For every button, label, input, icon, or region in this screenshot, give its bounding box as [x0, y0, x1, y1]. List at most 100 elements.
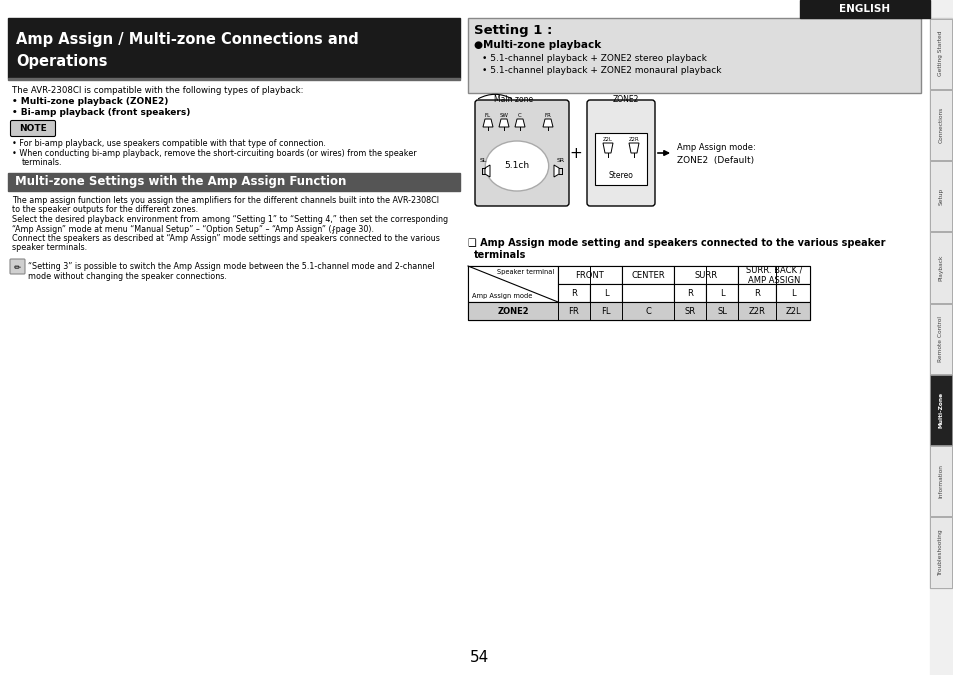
Bar	[929, 18, 951, 88]
Bar	[589, 284, 621, 302]
Text: Getting Started: Getting Started	[938, 31, 943, 76]
Text: Playback: Playback	[938, 254, 943, 281]
Text: ZONE2  (Default): ZONE2 (Default)	[677, 156, 753, 165]
Polygon shape	[628, 143, 639, 153]
Text: Setting 1 :: Setting 1 :	[474, 24, 552, 37]
FancyBboxPatch shape	[10, 121, 55, 136]
Text: terminals: terminals	[474, 250, 526, 260]
Text: L: L	[603, 288, 608, 298]
Bar	[8, 18, 459, 78]
Bar	[468, 266, 558, 302]
Text: Operations: Operations	[16, 54, 108, 69]
Text: to the speaker outputs for the different zones.: to the speaker outputs for the different…	[12, 205, 198, 215]
Bar	[929, 161, 951, 232]
Bar	[621, 284, 673, 302]
Polygon shape	[542, 119, 553, 127]
Text: Z2R: Z2R	[628, 137, 639, 142]
Text: Multi-Zone: Multi-Zone	[938, 392, 943, 428]
Text: The AVR-2308CI is compatible with the following types of playback:: The AVR-2308CI is compatible with the fo…	[12, 86, 303, 95]
Bar	[468, 18, 920, 93]
Text: Select the desired playback environment from among “Setting 1” to “Setting 4,” t: Select the desired playback environment …	[12, 215, 448, 224]
Text: terminals.: terminals.	[22, 158, 63, 167]
Text: ●Multi-zone playback: ●Multi-zone playback	[474, 40, 600, 50]
Text: ENGLISH: ENGLISH	[839, 4, 890, 14]
Text: • Multi-zone playback (ZONE2): • Multi-zone playback (ZONE2)	[12, 97, 168, 106]
Text: FL: FL	[484, 113, 491, 118]
Bar	[738, 284, 775, 302]
Text: Connections: Connections	[938, 107, 943, 143]
Bar	[929, 446, 951, 516]
Text: Troubleshooting: Troubleshooting	[938, 529, 943, 576]
Bar	[8, 173, 459, 191]
Text: L: L	[719, 288, 723, 298]
Bar	[8, 78, 459, 80]
Text: • When conducting bi-amp playback, remove the short-circuiting boards (or wires): • When conducting bi-amp playback, remov…	[12, 149, 416, 158]
Text: C: C	[517, 113, 521, 118]
Polygon shape	[498, 119, 509, 127]
Text: ❑ Amp Assign mode setting and speakers connected to the various speaker: ❑ Amp Assign mode setting and speakers c…	[468, 238, 884, 248]
Bar	[929, 517, 951, 587]
FancyBboxPatch shape	[10, 259, 25, 274]
Text: • For bi-amp playback, use speakers compatible with that type of connection.: • For bi-amp playback, use speakers comp…	[12, 139, 326, 148]
Bar	[738, 266, 809, 284]
Bar	[673, 266, 738, 284]
Bar	[558, 284, 589, 302]
Ellipse shape	[485, 141, 548, 191]
Text: speaker terminals.: speaker terminals.	[12, 244, 87, 252]
Polygon shape	[484, 165, 490, 177]
Text: NOTE: NOTE	[19, 124, 47, 133]
Text: “Setting 3” is possible to switch the Amp Assign mode between the 5.1-channel mo: “Setting 3” is possible to switch the Am…	[28, 262, 434, 271]
Text: SR: SR	[557, 159, 564, 163]
Text: R: R	[753, 288, 760, 298]
Bar	[929, 304, 951, 374]
Bar	[800, 0, 929, 18]
Text: SURR. BACK /
AMP ASSIGN: SURR. BACK / AMP ASSIGN	[745, 265, 801, 285]
Text: Setup: Setup	[938, 188, 943, 205]
FancyBboxPatch shape	[475, 100, 568, 206]
Text: 5.1ch: 5.1ch	[504, 161, 529, 171]
Text: • 5.1-channel playback + ZONE2 monaural playback: • 5.1-channel playback + ZONE2 monaural …	[481, 66, 720, 75]
Text: FRONT: FRONT	[575, 271, 604, 279]
Text: mode without changing the speaker connections.: mode without changing the speaker connec…	[28, 272, 227, 281]
Bar	[929, 0, 953, 675]
Bar	[775, 284, 809, 302]
Text: +: +	[569, 146, 581, 161]
Polygon shape	[554, 165, 558, 177]
Text: R: R	[686, 288, 692, 298]
Text: CENTER: CENTER	[631, 271, 664, 279]
Text: • 5.1-channel playback + ZONE2 stereo playback: • 5.1-channel playback + ZONE2 stereo pl…	[481, 54, 706, 63]
Text: SW: SW	[499, 113, 508, 118]
Text: SURR: SURR	[694, 271, 717, 279]
Text: Z2L: Z2L	[784, 306, 800, 315]
Text: Stereo: Stereo	[608, 171, 633, 180]
Bar	[468, 302, 809, 320]
Text: R: R	[571, 288, 577, 298]
Text: Amp Assign / Multi-zone Connections and: Amp Assign / Multi-zone Connections and	[16, 32, 358, 47]
Text: Z2L: Z2L	[602, 137, 612, 142]
Text: ZONE2: ZONE2	[497, 306, 528, 315]
Text: The amp assign function lets you assign the amplifiers for the different channel: The amp assign function lets you assign …	[12, 196, 438, 205]
Text: Information: Information	[938, 464, 943, 498]
Bar	[929, 90, 951, 160]
Text: “Amp Assign” mode at menu “Manual Setup” – “Option Setup” – “Amp Assign” (⨏page : “Amp Assign” mode at menu “Manual Setup”…	[12, 225, 374, 234]
Text: Main zone: Main zone	[494, 95, 533, 104]
Text: SR: SR	[683, 306, 695, 315]
Bar	[929, 232, 951, 302]
Bar	[705, 284, 738, 302]
Bar	[558, 266, 621, 284]
Text: FR: FR	[544, 113, 551, 118]
Text: • Bi-amp playback (front speakers): • Bi-amp playback (front speakers)	[12, 108, 191, 117]
Text: Multi-zone Settings with the Amp Assign Function: Multi-zone Settings with the Amp Assign …	[15, 176, 346, 188]
Text: Z2R: Z2R	[748, 306, 764, 315]
Text: C: C	[644, 306, 650, 315]
Text: ✏: ✏	[14, 262, 21, 271]
Text: Speaker terminal: Speaker terminal	[497, 269, 554, 275]
FancyBboxPatch shape	[586, 100, 655, 206]
Bar	[595, 133, 646, 185]
Bar	[468, 266, 809, 320]
Text: ZONE2: ZONE2	[612, 95, 639, 104]
Text: L: L	[790, 288, 795, 298]
Polygon shape	[515, 119, 524, 127]
Text: Amp Assign mode: Amp Assign mode	[472, 293, 532, 299]
Text: FL: FL	[600, 306, 610, 315]
